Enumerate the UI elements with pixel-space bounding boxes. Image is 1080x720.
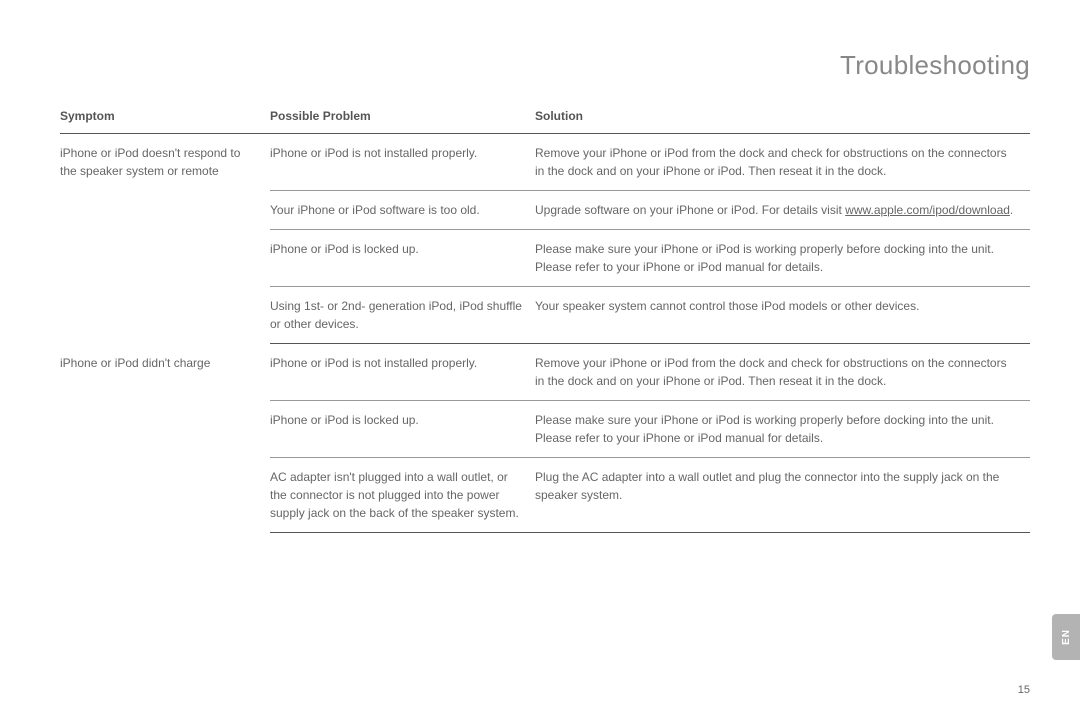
solution-cell: Plug the AC adapter into a wall outlet a… — [535, 458, 1030, 533]
header-problem: Possible Problem — [270, 103, 535, 134]
problem-cell: iPhone or iPod is locked up. — [270, 230, 535, 287]
header-symptom: Symptom — [60, 103, 270, 134]
problem-cell: iPhone or iPod is locked up. — [270, 401, 535, 458]
table-row: iPhone or iPod didn't charge iPhone or i… — [60, 344, 1030, 401]
page-number: 15 — [1018, 684, 1030, 696]
language-tab-label: EN — [1061, 629, 1072, 645]
symptom-cell: iPhone or iPod doesn't respond to the sp… — [60, 134, 270, 344]
language-tab[interactable]: EN — [1052, 614, 1080, 660]
troubleshooting-table: Symptom Possible Problem Solution iPhone… — [60, 103, 1030, 533]
solution-text: . — [1010, 203, 1013, 217]
page-title: Troubleshooting — [60, 50, 1030, 81]
solution-link[interactable]: www.apple.com/ipod/download — [845, 203, 1010, 217]
table-row: iPhone or iPod doesn't respond to the sp… — [60, 134, 1030, 191]
problem-cell: iPhone or iPod is not installed properly… — [270, 134, 535, 191]
solution-cell: Remove your iPhone or iPod from the dock… — [535, 344, 1030, 401]
solution-cell: Please make sure your iPhone or iPod is … — [535, 230, 1030, 287]
problem-cell: AC adapter isn't plugged into a wall out… — [270, 458, 535, 533]
solution-cell: Upgrade software on your iPhone or iPod.… — [535, 191, 1030, 230]
header-solution: Solution — [535, 103, 1030, 134]
problem-cell: Your iPhone or iPod software is too old. — [270, 191, 535, 230]
problem-cell: iPhone or iPod is not installed properly… — [270, 344, 535, 401]
solution-cell: Please make sure your iPhone or iPod is … — [535, 401, 1030, 458]
symptom-cell: iPhone or iPod didn't charge — [60, 344, 270, 533]
solution-cell: Remove your iPhone or iPod from the dock… — [535, 134, 1030, 191]
solution-text: Upgrade software on your iPhone or iPod.… — [535, 203, 845, 217]
solution-cell: Your speaker system cannot control those… — [535, 287, 1030, 344]
problem-cell: Using 1st- or 2nd- generation iPod, iPod… — [270, 287, 535, 344]
